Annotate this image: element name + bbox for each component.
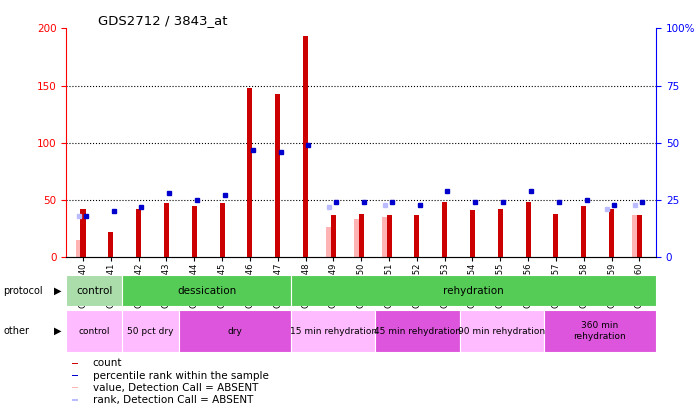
Bar <box>376 310 459 352</box>
Bar <box>415 215 419 257</box>
Bar <box>442 202 447 257</box>
Bar <box>291 310 376 352</box>
Bar <box>526 202 530 257</box>
Bar <box>581 206 586 257</box>
Text: dessication: dessication <box>177 286 237 296</box>
Bar <box>275 94 281 257</box>
Bar <box>359 214 364 257</box>
Bar <box>72 362 78 364</box>
Text: dry: dry <box>228 326 242 336</box>
Text: ▶: ▶ <box>54 286 61 296</box>
Text: other: other <box>3 326 29 336</box>
Bar <box>72 399 78 401</box>
Text: value, Detection Call = ABSENT: value, Detection Call = ABSENT <box>93 383 258 393</box>
Bar <box>632 215 638 257</box>
Bar <box>122 310 179 352</box>
Bar <box>66 310 122 352</box>
Bar <box>76 240 82 257</box>
Bar <box>637 215 642 257</box>
Bar <box>192 206 197 257</box>
Bar <box>247 88 253 257</box>
Bar <box>72 387 78 388</box>
Bar <box>387 215 392 257</box>
Bar <box>382 217 388 257</box>
Bar <box>326 228 332 257</box>
Bar <box>544 310 656 352</box>
Text: ▶: ▶ <box>54 326 61 336</box>
Text: control: control <box>76 286 112 296</box>
Text: GDS2712 / 3843_at: GDS2712 / 3843_at <box>98 14 228 27</box>
Bar <box>470 210 475 257</box>
Text: 360 min
rehydration: 360 min rehydration <box>574 322 626 341</box>
Text: rank, Detection Call = ABSENT: rank, Detection Call = ABSENT <box>93 395 253 405</box>
Text: percentile rank within the sample: percentile rank within the sample <box>93 371 269 381</box>
Text: protocol: protocol <box>3 286 43 296</box>
Bar <box>66 275 122 306</box>
Bar <box>303 36 308 257</box>
Bar <box>498 209 503 257</box>
Text: rehydration: rehydration <box>443 286 504 296</box>
Text: 90 min rehydration: 90 min rehydration <box>458 326 545 336</box>
Bar <box>108 232 113 257</box>
Text: 15 min rehydration: 15 min rehydration <box>290 326 377 336</box>
Bar <box>609 209 614 257</box>
Bar <box>459 310 544 352</box>
Bar <box>80 209 86 257</box>
Bar <box>179 310 291 352</box>
Bar <box>220 203 225 257</box>
Bar <box>354 220 360 257</box>
Bar <box>331 215 336 257</box>
Bar <box>164 203 169 257</box>
Text: 50 pct dry: 50 pct dry <box>127 326 174 336</box>
Bar <box>122 275 291 306</box>
Text: control: control <box>79 326 110 336</box>
Bar <box>291 275 656 306</box>
Text: 45 min rehydration: 45 min rehydration <box>374 326 461 336</box>
Bar <box>72 375 78 376</box>
Bar <box>554 214 558 257</box>
Bar <box>136 209 141 257</box>
Text: count: count <box>93 358 122 369</box>
